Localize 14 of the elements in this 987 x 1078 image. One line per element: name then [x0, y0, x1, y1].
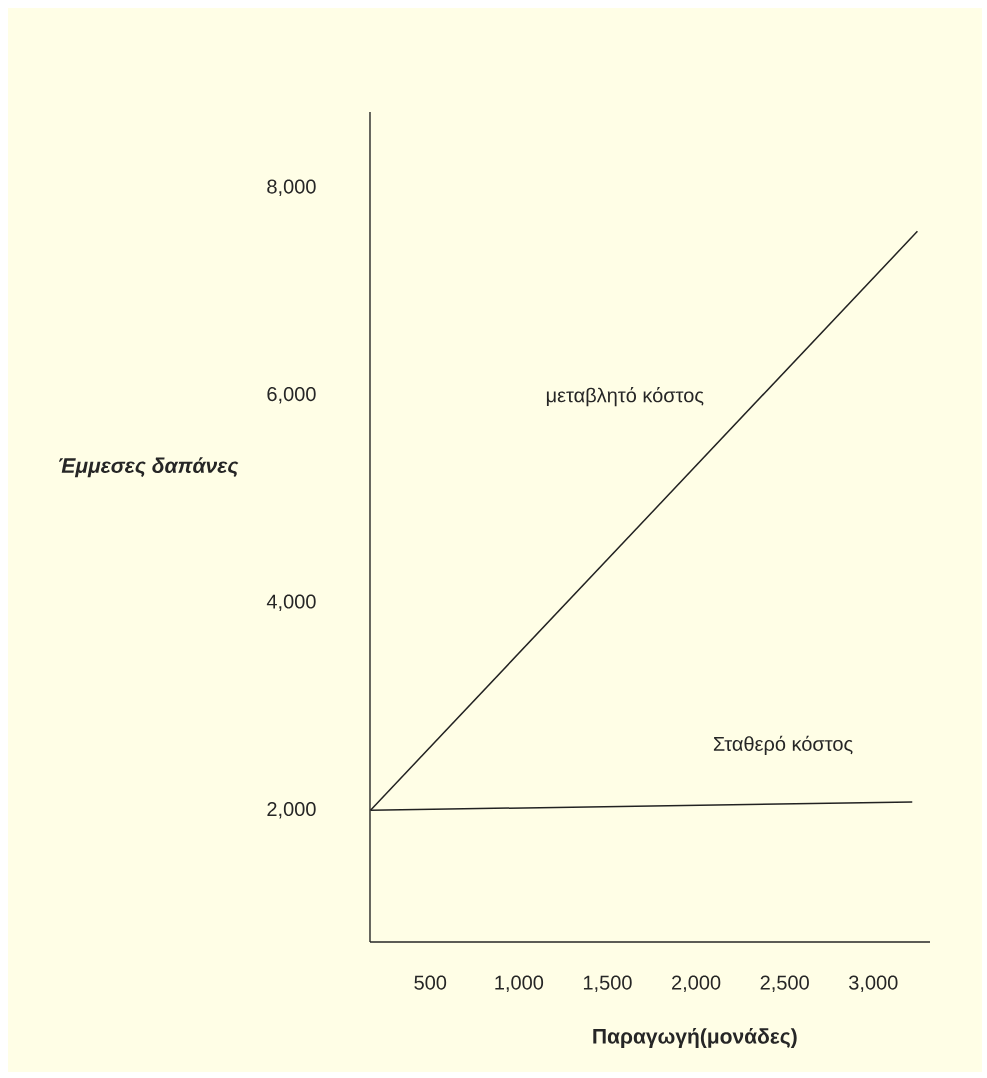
y-axis-title: Έμμεσες δαπάνες [59, 457, 239, 478]
y-tick-label: 6,000 [267, 386, 316, 404]
annotation: Σταθερό κόστος [713, 735, 853, 755]
y-tick-label: 4,000 [266, 594, 316, 611]
x-tick-label: 2,500 [760, 975, 809, 993]
x-tick-label: 2,000 [672, 975, 721, 993]
x-axis-title: Παραγωγή(μονάδες) [593, 1028, 797, 1048]
y-tick-label: 8,000 [267, 179, 316, 196]
annotation: μεταβλητό κόστος [546, 387, 704, 407]
x-tick-label: 3,000 [849, 975, 898, 993]
x-tick-label: 1,500 [583, 975, 632, 993]
x-tick-label: 1,000 [495, 975, 544, 993]
y-tick-label: 2,000 [267, 801, 316, 819]
x-tick-label: 500 [414, 975, 447, 990]
